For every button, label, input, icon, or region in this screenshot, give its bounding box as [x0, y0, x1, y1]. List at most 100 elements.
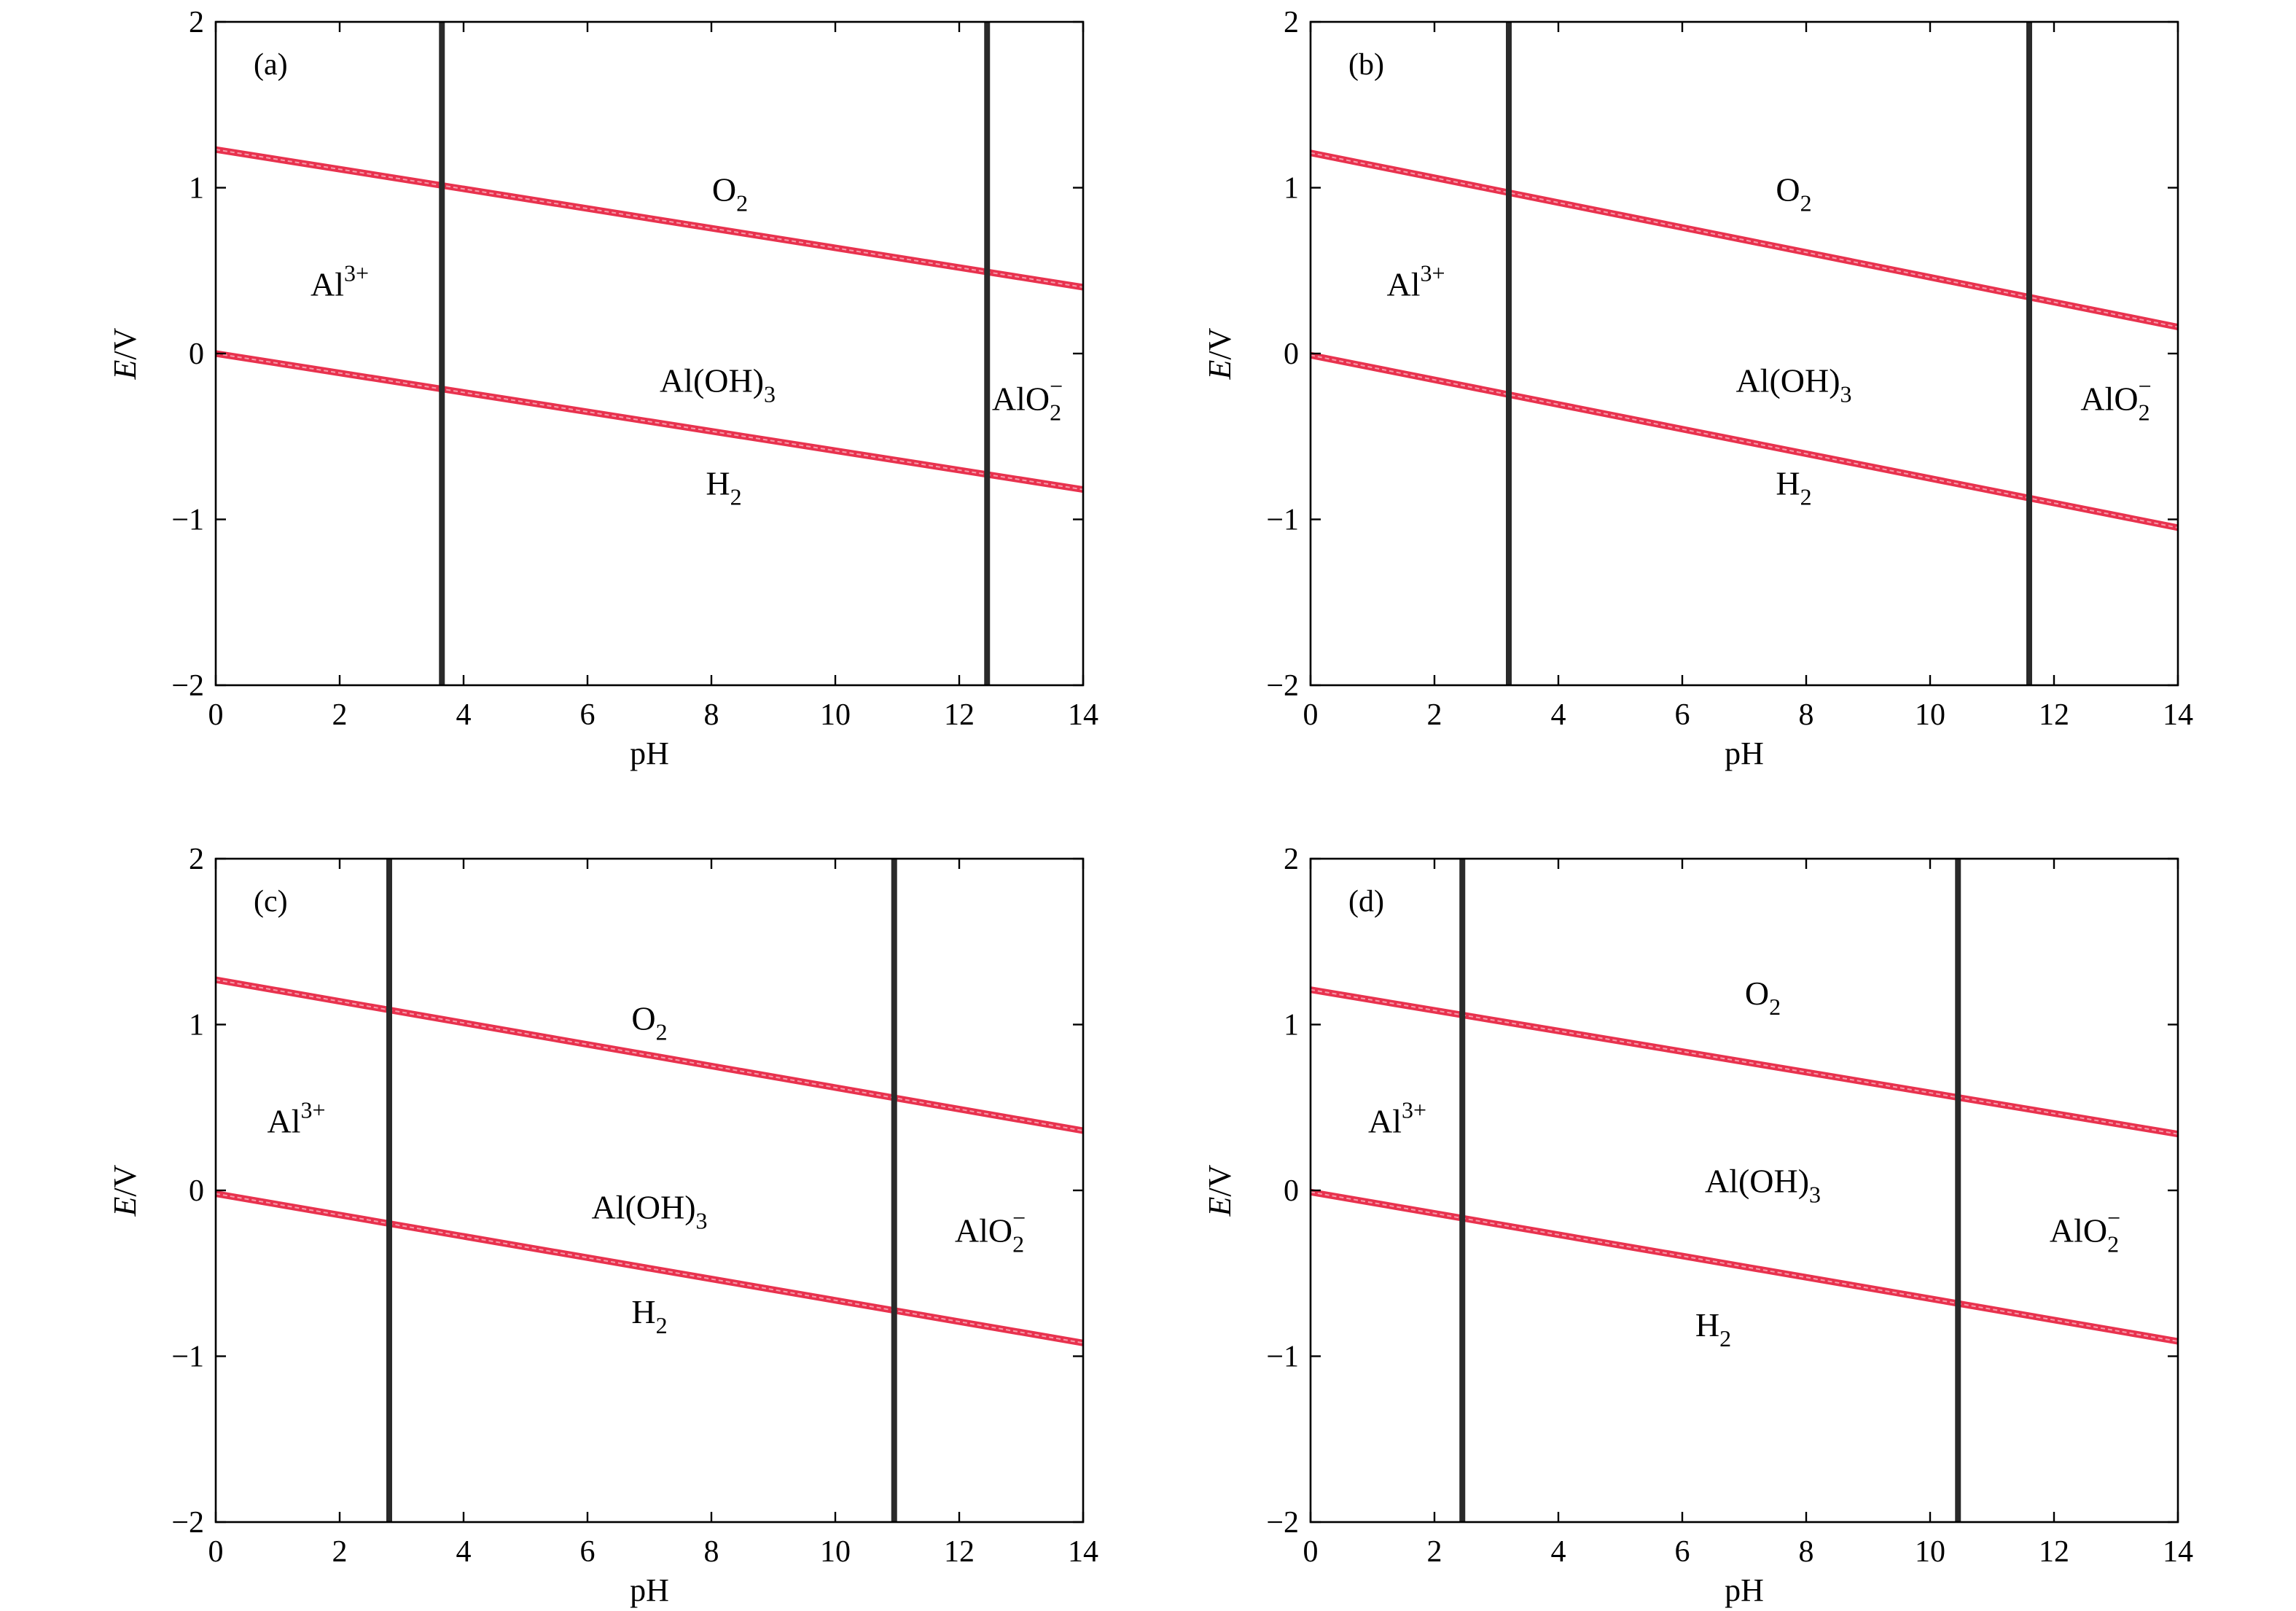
- o2-region-label: O2: [631, 999, 667, 1045]
- panel-d: 0 2 4 6 8 10 12 14−2−1012pHE/V(d)Al3+O2Al(OH)3A…: [1202, 843, 2193, 1608]
- y-tick-label: 1: [189, 1009, 204, 1042]
- x-tick-label: 10: [1915, 1535, 1945, 1569]
- y-axis-title: E/V: [1202, 327, 1238, 380]
- x-tick-label: 10: [820, 698, 851, 732]
- label-superscript: 3+: [344, 260, 369, 286]
- label-base: H: [631, 1293, 655, 1330]
- label-subscript: 2: [2107, 1231, 2119, 1257]
- label-subscript: 2: [2139, 399, 2150, 425]
- x-tick-label: 10: [1915, 698, 1945, 732]
- y-tick-label: 1: [1284, 172, 1299, 206]
- y-tick-label: −1: [1266, 1341, 1299, 1374]
- y-axis-title: E/V: [1202, 1164, 1238, 1217]
- x-tick-label: 8: [1799, 698, 1814, 732]
- x-tick-label: 4: [456, 698, 472, 732]
- label-base: AlO: [2080, 380, 2138, 417]
- x-tick-label: 0: [208, 1535, 224, 1569]
- x-tick-label: 0: [1303, 1535, 1319, 1569]
- x-axis-title: pH: [630, 736, 669, 771]
- x-tick-label: 0: [1303, 698, 1319, 732]
- label-superscript: 3+: [1420, 260, 1445, 286]
- label-subscript: 3: [1840, 381, 1852, 407]
- label-base: Al: [1368, 1102, 1402, 1139]
- label-base: Al(OH): [591, 1189, 695, 1226]
- h2-evolution-line-highlight: [1310, 1191, 2179, 1343]
- h2-region-label: H2: [706, 464, 741, 510]
- h2-region-label: H2: [1695, 1306, 1731, 1351]
- y-axis-title: E/V: [107, 327, 143, 380]
- y-tick-label: −2: [1266, 1506, 1299, 1540]
- aloh3-region-label: Al(OH)3: [1735, 362, 1851, 407]
- y-tick-label: 2: [189, 843, 204, 876]
- x-tick-label: 0: [208, 698, 224, 732]
- label-subscript: 2: [736, 190, 748, 217]
- label-subscript: 3: [696, 1208, 708, 1234]
- y-axis-title-unit: /V: [107, 327, 143, 359]
- y-tick-label: −1: [171, 504, 204, 537]
- label-base: O: [1745, 975, 1769, 1012]
- y-axis-title-symbol: E: [107, 1196, 143, 1217]
- x-tick-label: 14: [1068, 1535, 1098, 1569]
- panel-label: (b): [1348, 48, 1384, 82]
- y-tick-label: 2: [1284, 6, 1299, 39]
- x-tick-label: 8: [704, 1535, 719, 1569]
- o2-evolution-line-highlight: [1310, 152, 2179, 328]
- y-tick-label: 1: [1284, 1009, 1299, 1042]
- label-base: H: [1776, 464, 1800, 502]
- h2-evolution-line-highlight: [215, 1193, 1084, 1344]
- label-subscript: 2: [656, 1312, 668, 1338]
- h2-region-label: H2: [631, 1293, 667, 1338]
- y-axis-title-symbol: E: [1202, 359, 1238, 380]
- label-base: AlO: [2050, 1212, 2107, 1249]
- x-tick-label: 10: [820, 1535, 851, 1569]
- label-superscript: −: [2107, 1205, 2120, 1231]
- o2-region-label: O2: [1745, 975, 1781, 1020]
- y-axis-title-unit: /V: [107, 1164, 143, 1196]
- x-tick-label: 2: [332, 698, 348, 732]
- y-axis-title-unit: /V: [1202, 1164, 1238, 1196]
- y-tick-label: −2: [171, 1506, 204, 1540]
- alo2-region-label: AlO2−: [2080, 372, 2151, 425]
- y-tick-label: −2: [171, 669, 204, 703]
- label-subscript: 2: [1050, 399, 1061, 425]
- al3-region-label: Al3+: [311, 260, 369, 303]
- label-superscript: 3+: [300, 1096, 325, 1123]
- x-tick-label: 12: [2039, 1535, 2069, 1569]
- o2-evolution-line-highlight: [215, 149, 1084, 288]
- label-superscript: 3+: [1402, 1096, 1426, 1123]
- h2-region-label: H2: [1776, 464, 1811, 510]
- label-subscript: 3: [1809, 1181, 1821, 1207]
- x-tick-label: 8: [704, 698, 719, 732]
- h2-evolution-line-highlight: [1310, 354, 2179, 528]
- x-tick-label: 6: [1675, 1535, 1690, 1569]
- y-tick-label: 2: [1284, 843, 1299, 876]
- label-base: H: [706, 464, 730, 502]
- aloh3-region-label: Al(OH)3: [591, 1189, 707, 1234]
- alo2-region-label: AlO2−: [2050, 1205, 2120, 1257]
- y-tick-label: −1: [171, 1341, 204, 1374]
- label-superscript: −: [2139, 372, 2152, 399]
- label-subscript: 2: [1719, 1325, 1731, 1351]
- label-subscript: 2: [1769, 994, 1781, 1020]
- y-tick-label: −2: [1266, 669, 1299, 703]
- y-tick-label: 0: [189, 338, 204, 371]
- x-tick-label: 14: [2163, 698, 2193, 732]
- label-subscript: 2: [656, 1018, 668, 1045]
- label-base: O: [1776, 171, 1800, 208]
- o2-region-label: O2: [1776, 171, 1811, 217]
- label-base: AlO: [955, 1212, 1012, 1249]
- y-tick-label: 1: [189, 172, 204, 206]
- o2-evolution-line-highlight: [1310, 988, 2179, 1135]
- x-axis-title: pH: [1725, 1572, 1764, 1608]
- label-base: Al(OH): [1705, 1162, 1809, 1199]
- y-tick-label: −1: [1266, 504, 1299, 537]
- label-base: O: [712, 171, 736, 208]
- label-base: Al(OH): [660, 362, 764, 399]
- x-axis-title: pH: [1725, 736, 1764, 771]
- x-axis-title: pH: [630, 1572, 669, 1608]
- label-base: H: [1695, 1306, 1719, 1343]
- label-base: Al: [1386, 265, 1420, 303]
- al3-region-label: Al3+: [1368, 1096, 1426, 1139]
- aloh3-region-label: Al(OH)3: [660, 362, 776, 407]
- alo2-region-label: AlO2−: [992, 372, 1063, 425]
